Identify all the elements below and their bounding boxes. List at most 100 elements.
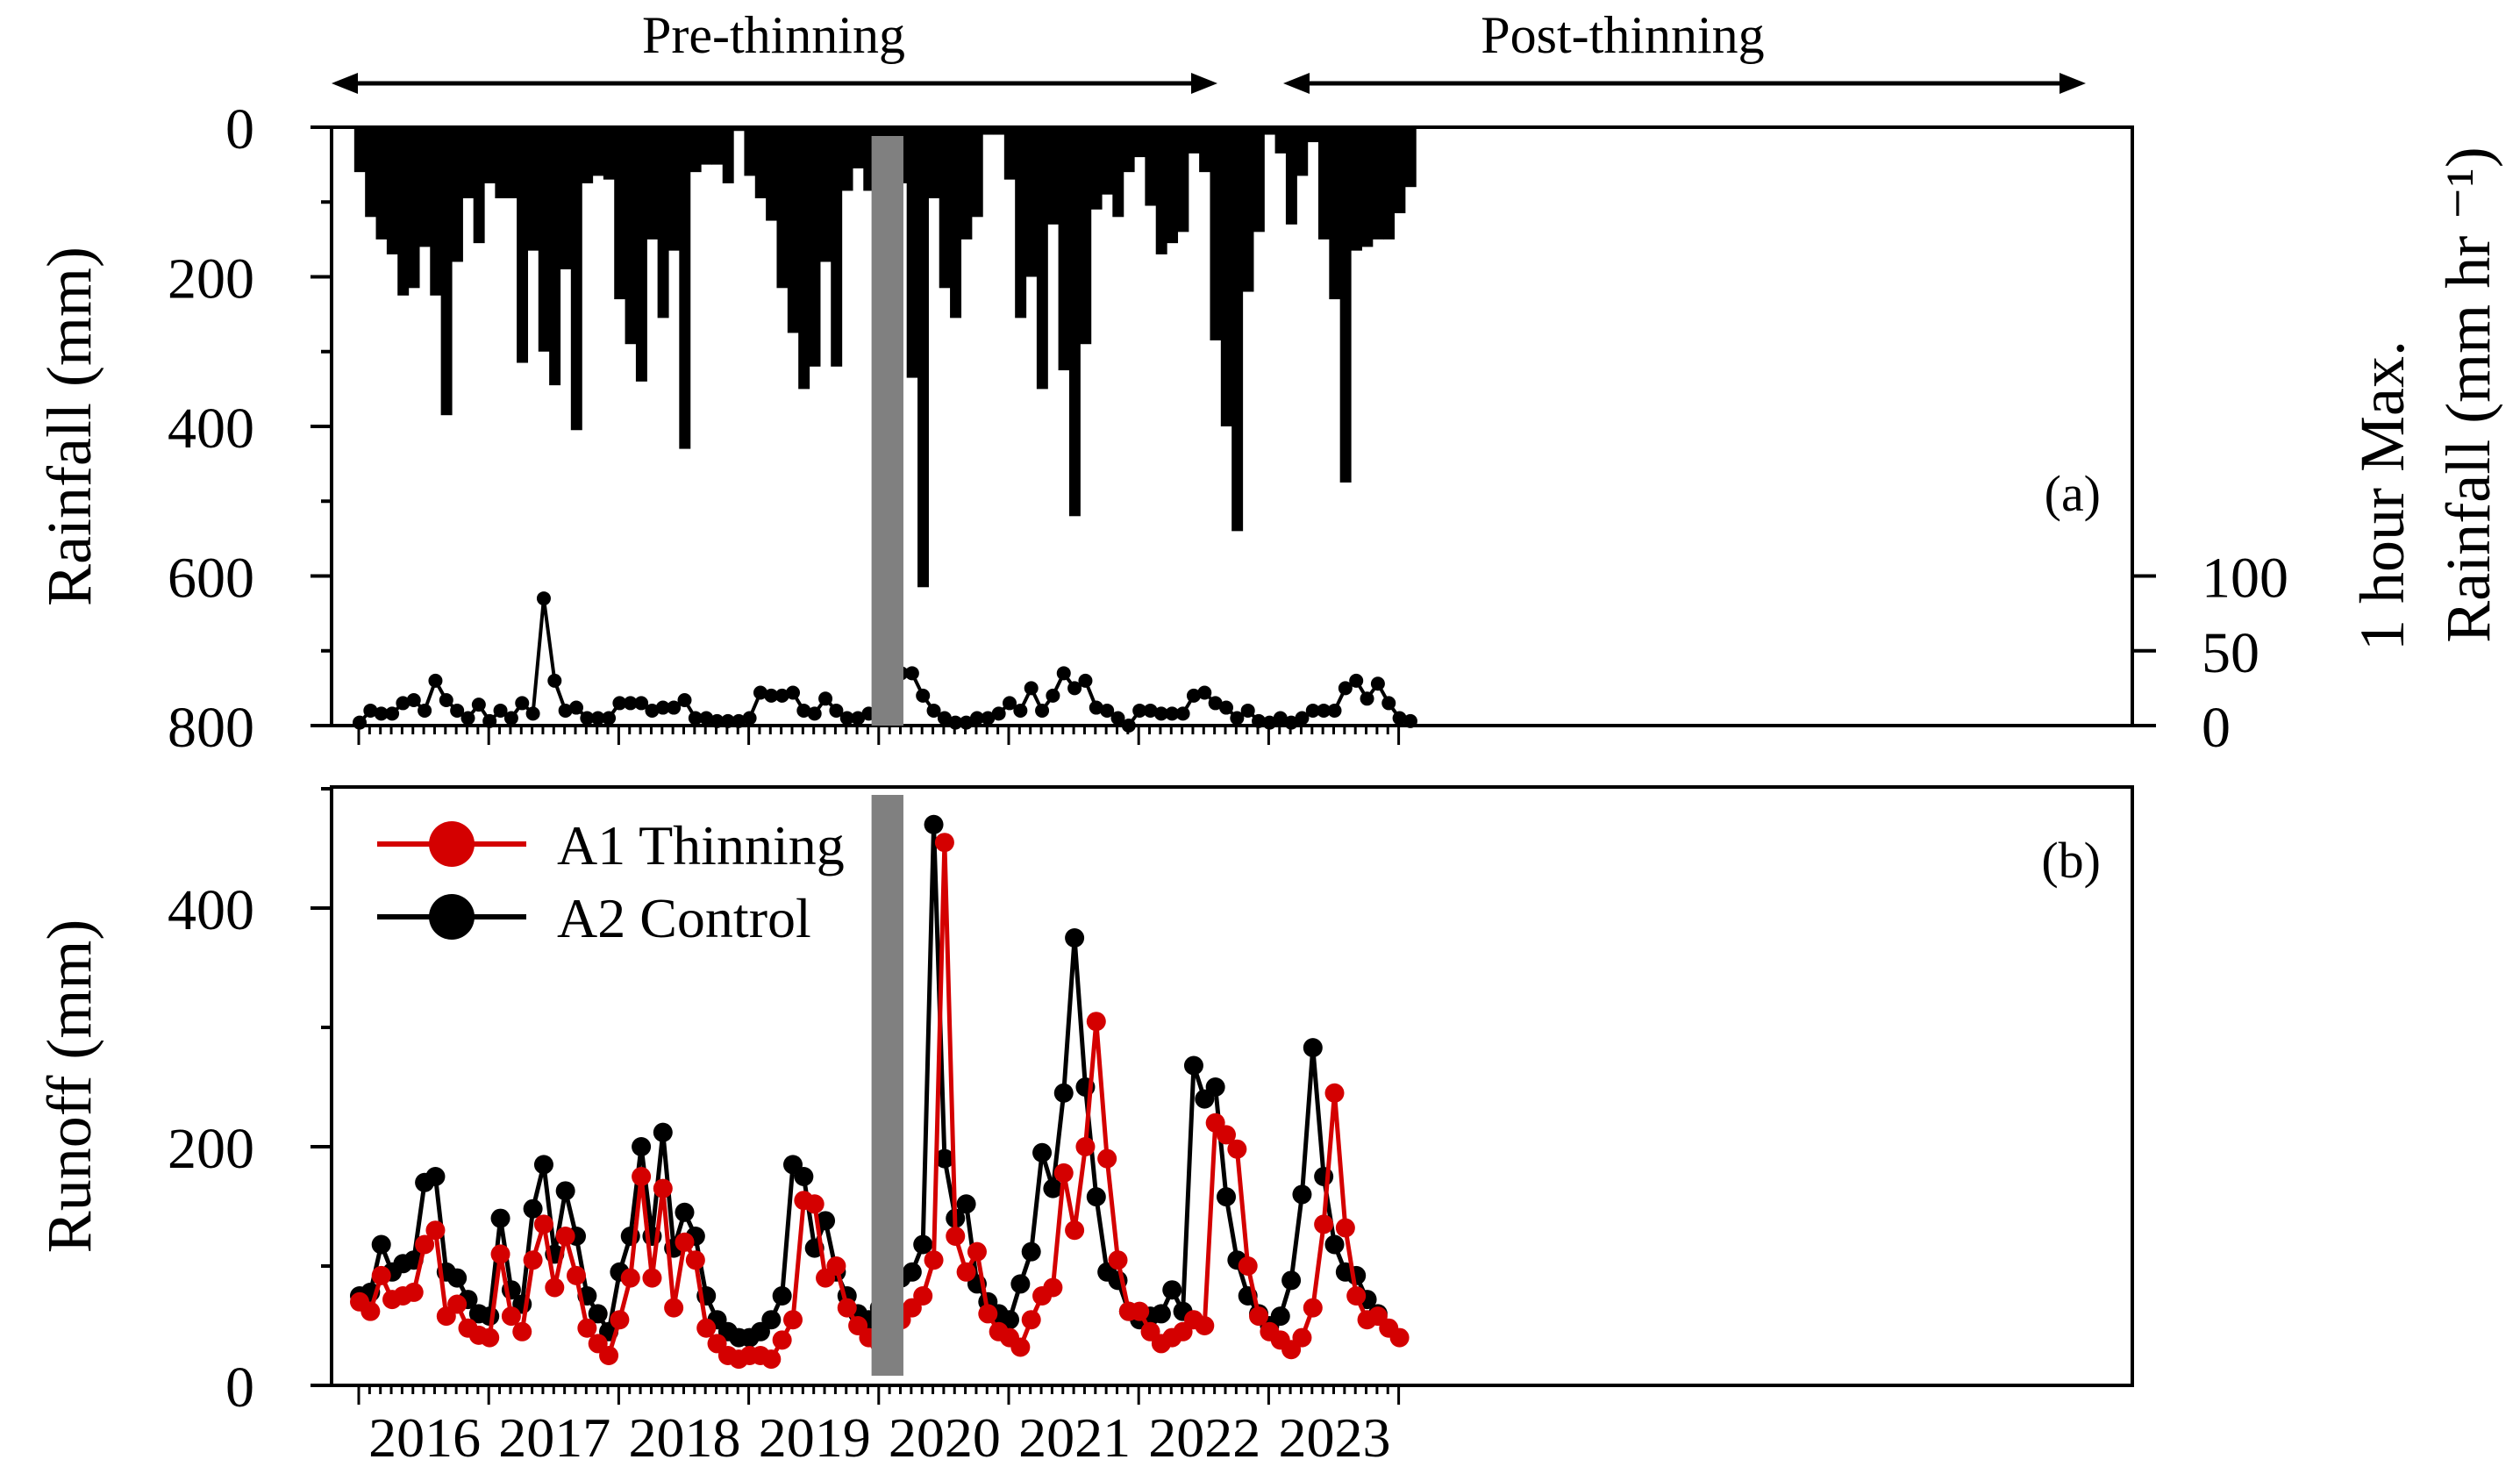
- runoff-point: [1021, 1241, 1041, 1262]
- hourly-max-point: [1360, 691, 1374, 706]
- hourly-max-point: [1132, 703, 1147, 718]
- runoff-tick-label: 0: [225, 1356, 254, 1420]
- rainfall-bar: [538, 127, 550, 352]
- hourly-max-point: [937, 711, 952, 726]
- hourly-max-series: [353, 591, 1417, 733]
- hourly-max-point: [775, 688, 789, 703]
- hourly-max-point: [1100, 703, 1115, 718]
- runoff-point: [1346, 1286, 1367, 1306]
- rainfall-bar: [430, 127, 442, 296]
- year-label: 2017: [498, 1406, 610, 1469]
- rainfall-bar: [819, 127, 832, 262]
- rainfall-bar: [1025, 127, 1038, 277]
- rainfall-bar: [646, 127, 659, 240]
- hourly-max-point: [580, 711, 595, 726]
- rainfall-bar: [517, 127, 529, 363]
- rainfall-bar: [397, 127, 410, 296]
- panel-b-axes: 0 200 400: [168, 787, 1401, 1420]
- hourly-max-point: [1143, 703, 1158, 718]
- runoff-line: [359, 824, 1380, 1341]
- year-label: 2021: [1018, 1406, 1131, 1469]
- panel-a-label: (a): [2045, 465, 2101, 522]
- rainfall-bar: [1394, 127, 1406, 214]
- runoff-point: [501, 1306, 521, 1327]
- hourly-max-point: [732, 713, 746, 728]
- rainfall-bar: [733, 127, 746, 132]
- hourly-max-point: [1327, 703, 1342, 718]
- rainfall-bar: [1383, 127, 1396, 240]
- rainfall-bar: [982, 127, 995, 135]
- hourly-max-point: [547, 673, 562, 688]
- runoff-point: [447, 1294, 468, 1314]
- year-labels: 2016 2017 2018 2019 2020 2021 2022 2023: [368, 1406, 1390, 1469]
- runoff-point: [924, 814, 944, 834]
- hourly-axis-label-line2: Rainfall (mm hr ⁻¹): [2433, 147, 2503, 642]
- hourly-max-point: [590, 711, 605, 726]
- hourly-max-point: [1392, 711, 1407, 726]
- rainfall-bar: [1080, 127, 1092, 345]
- hourly-tick-label: 50: [2202, 621, 2259, 685]
- runoff-point: [653, 1178, 673, 1198]
- hourly-max-point: [818, 691, 833, 706]
- hourly-max-point: [1165, 706, 1180, 721]
- runoff-point: [978, 1304, 998, 1324]
- runoff-point: [1195, 1316, 1215, 1335]
- runoff-point: [761, 1310, 782, 1330]
- runoff-point: [956, 1262, 976, 1282]
- runoff-point: [1217, 1187, 1236, 1207]
- runoff-point: [490, 1244, 510, 1264]
- hourly-max-point: [1153, 706, 1168, 721]
- legend-a2-label: A2 Control: [557, 887, 811, 949]
- rainfall-bar: [495, 127, 507, 198]
- rainfall-bar: [582, 127, 594, 183]
- runoff-point: [632, 1137, 652, 1156]
- rainfall-bar: [440, 127, 453, 416]
- hourly-max-point: [1089, 700, 1103, 715]
- rainfall-bar: [1329, 127, 1341, 300]
- hourly-max-point: [1370, 676, 1385, 691]
- runoff-point: [447, 1268, 468, 1288]
- rainfall-bar: [766, 127, 778, 221]
- runoff-point: [1324, 1083, 1345, 1103]
- rainfall-bar: [484, 127, 496, 183]
- runoff-point: [1389, 1327, 1410, 1348]
- hourly-max-point: [699, 711, 714, 726]
- rainfall-bar: [1134, 127, 1146, 158]
- runoff-point: [804, 1194, 825, 1214]
- rainfall-bar: [1242, 127, 1254, 292]
- runoff-point: [1217, 1125, 1236, 1145]
- rainfall-bar: [711, 127, 724, 165]
- runoff-point: [425, 1167, 446, 1186]
- hourly-max-point: [1035, 703, 1050, 718]
- runoff-point: [934, 833, 954, 853]
- rainfall-bar: [1101, 127, 1113, 195]
- runoff-point: [664, 1298, 684, 1318]
- rainfall-bar: [1372, 127, 1384, 240]
- runoff-point: [620, 1268, 640, 1288]
- hourly-max-point: [1230, 711, 1245, 726]
- rainfall-bar: [960, 127, 973, 240]
- post-thinning-arrow: [1283, 73, 2086, 94]
- hourly-max-point: [612, 696, 627, 711]
- rainfall-bar: [939, 127, 951, 289]
- year-label: 2018: [629, 1406, 741, 1469]
- rainfall-bar: [473, 127, 485, 244]
- year-label: 2016: [368, 1406, 481, 1469]
- runoff-point: [967, 1241, 987, 1262]
- hourly-max-point: [634, 696, 649, 711]
- runoff-point: [545, 1277, 565, 1298]
- runoff-point: [696, 1318, 717, 1338]
- rainfall-bar: [1210, 127, 1222, 340]
- rainfall-bar: [831, 127, 843, 367]
- hourly-max-point: [558, 703, 573, 718]
- hourly-max-point: [1262, 715, 1277, 730]
- rainfall-bar: [917, 127, 929, 588]
- hourly-max-point: [1024, 681, 1039, 696]
- runoff-point: [1162, 1280, 1182, 1300]
- rainfall-bar: [1274, 127, 1287, 154]
- rainfall-bar: [451, 127, 463, 262]
- rainfall-bar: [950, 127, 962, 318]
- runoff-point: [588, 1304, 608, 1324]
- hourly-max-point: [1403, 713, 1417, 728]
